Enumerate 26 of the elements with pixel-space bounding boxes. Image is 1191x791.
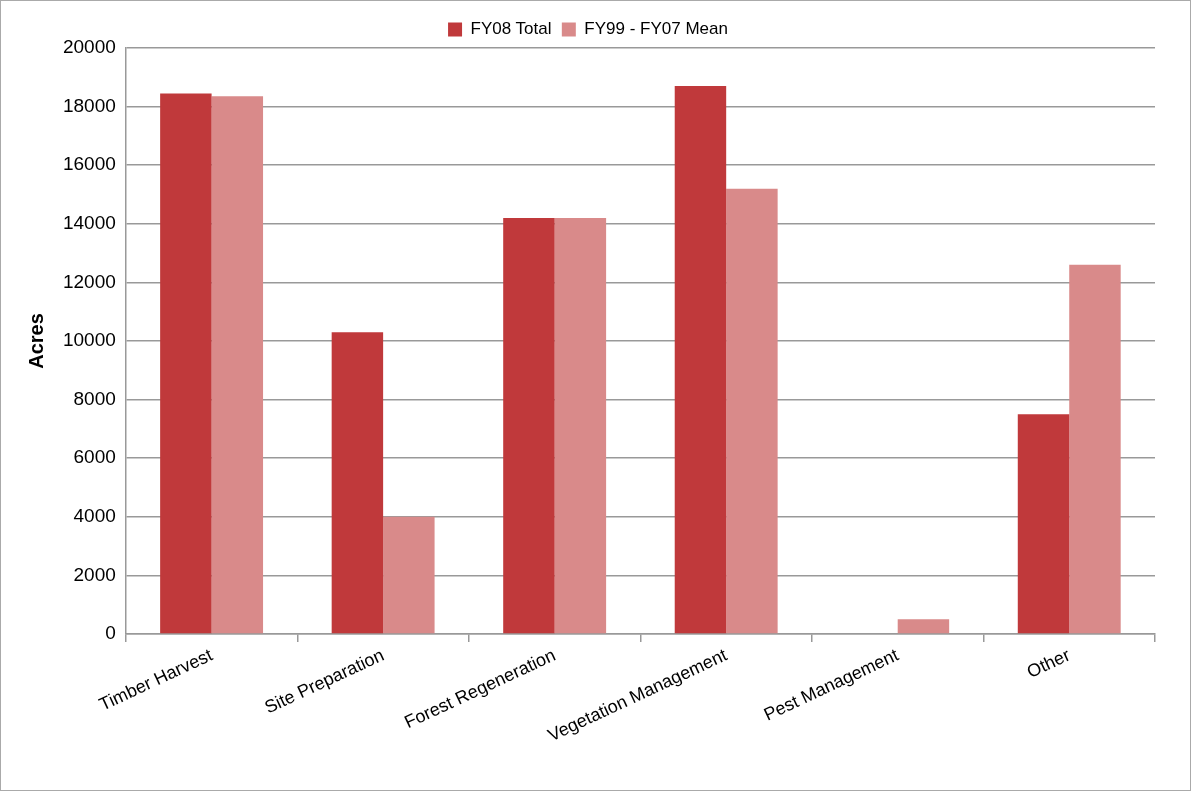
bar	[160, 93, 212, 634]
legend-label: FY08 Total	[470, 19, 552, 39]
y-tick-label: 14000	[62, 212, 116, 234]
y-tick-label: 18000	[62, 94, 116, 116]
y-tick-label: 0	[105, 622, 116, 644]
y-tick-label: 20000	[62, 36, 116, 58]
bar	[554, 217, 607, 634]
y-tick-label: 12000	[62, 270, 116, 292]
bar	[726, 188, 778, 634]
bar	[331, 332, 384, 634]
bar	[503, 217, 555, 634]
legend-label: FY99 - FY07 Mean	[584, 19, 728, 39]
y-tick-label: 8000	[73, 387, 116, 409]
y-tick-label: 4000	[73, 505, 116, 526]
y-tick-label: 2000	[73, 563, 116, 585]
x-tick-label: Other	[1023, 644, 1074, 682]
y-tick-label: 16000	[62, 153, 116, 175]
y-axis-title: Acres	[24, 313, 47, 369]
bar	[897, 619, 950, 634]
bar	[383, 516, 435, 634]
y-tick-label: 6000	[73, 446, 116, 468]
bar	[211, 96, 264, 634]
bar	[674, 86, 727, 634]
y-tick-label: 10000	[62, 329, 116, 351]
bar	[1069, 264, 1121, 634]
bar	[1017, 414, 1070, 634]
